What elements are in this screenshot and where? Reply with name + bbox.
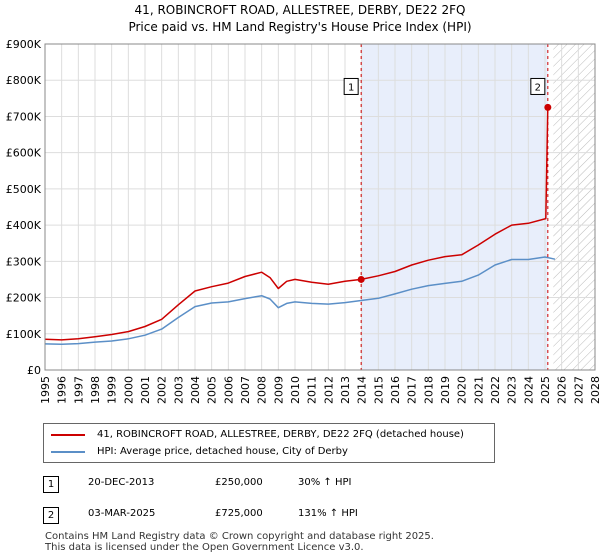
x-tick-label: 2023 [506, 376, 519, 404]
legend: 41, ROBINCROFT ROAD, ALLESTREE, DERBY, D… [43, 423, 495, 463]
sale-point [544, 103, 552, 111]
transaction-delta: 30% ↑ HPI [298, 477, 352, 488]
property-price-line [44, 107, 549, 341]
x-tick-label: 2009 [272, 376, 285, 404]
x-tick-label: 2019 [439, 376, 452, 404]
transaction-badge: 2 [43, 507, 59, 524]
y-tick-label: £300K [6, 255, 42, 268]
x-tick-label: 2007 [239, 376, 252, 404]
y-tick-label: £700K [6, 110, 42, 123]
chart-title-line-2: Price paid vs. HM Land Registry's House … [128, 20, 472, 34]
x-tick-label: 2001 [139, 376, 152, 404]
x-tick-label: 2005 [206, 376, 219, 404]
x-tick-label: 2010 [289, 376, 302, 404]
x-tick-label: 2011 [306, 376, 319, 404]
y-tick-label: £800K [6, 74, 42, 87]
x-tick-label: 2014 [356, 376, 369, 404]
x-tick-label: 1999 [106, 376, 119, 404]
legend-swatch-property [51, 434, 85, 436]
x-tick-label: 2008 [256, 376, 269, 404]
x-tick-label: 2004 [189, 376, 202, 404]
x-tick-label: 2025 [539, 376, 552, 404]
forecast-hatch [553, 44, 595, 370]
legend-swatch-hpi [51, 451, 85, 453]
x-tick-label: 1995 [39, 376, 52, 404]
x-tick-label: 2002 [156, 376, 169, 404]
transaction-date: 03-MAR-2025 [88, 508, 156, 519]
price-chart: 1 2 £0 £100K £200K £300K £400K £500K £600K £700K… [6, 38, 600, 404]
sale-label: 1 [348, 82, 354, 93]
x-tick-label: 2003 [172, 376, 185, 404]
x-tick-label: 2028 [589, 376, 600, 404]
y-tick-label: £200K [6, 292, 42, 305]
x-tick-label: 2024 [522, 376, 535, 404]
transaction-date: 20-DEC-2013 [88, 477, 155, 488]
plot-frame [44, 43, 596, 371]
footer-licence: This data is licensed under the Open Gov… [45, 542, 364, 553]
x-tick-label: 2020 [456, 376, 469, 404]
footer-copyright: Contains HM Land Registry data © Crown c… [45, 531, 434, 542]
transaction-badge: 1 [43, 476, 59, 493]
legend-label-property: 41, ROBINCROFT ROAD, ALLESTREE, DERBY, D… [97, 429, 464, 440]
x-tick-label: 2012 [322, 376, 335, 404]
x-tick-label: 2006 [222, 376, 235, 404]
hpi-line [44, 256, 556, 346]
x-tick-label: 2016 [389, 376, 402, 404]
chart-title-line-1: 41, ROBINCROFT ROAD, ALLESTREE, DERBY, D… [134, 3, 466, 17]
x-tick-label: 2015 [372, 376, 385, 404]
sale-point [357, 275, 365, 283]
y-tick-label: £400K [6, 219, 42, 232]
y-tick-label: £100K [6, 328, 42, 341]
x-tick-label: 2013 [339, 376, 352, 404]
sale-label: 2 [535, 82, 541, 93]
y-tick-label: £600K [6, 147, 42, 160]
x-tick-label: 2018 [422, 376, 435, 404]
y-tick-label: £500K [6, 183, 42, 196]
x-tick-label: 1998 [89, 376, 102, 404]
sale-label-box [530, 77, 546, 95]
x-tick-label: 2022 [489, 376, 502, 404]
highlight-span [361, 44, 548, 370]
transaction-delta: 131% ↑ HPI [298, 508, 358, 519]
y-tick-label: £900K [6, 38, 42, 51]
x-tick-label: 1996 [56, 376, 69, 404]
transaction-price: £725,000 [215, 508, 263, 519]
x-tick-label: 2021 [472, 376, 485, 404]
x-tick-label: 2017 [406, 376, 419, 404]
x-tick-label: 1997 [72, 376, 85, 404]
legend-label-hpi: HPI: Average price, detached house, City… [97, 446, 348, 457]
transaction-price: £250,000 [215, 477, 263, 488]
x-tick-label: 2026 [556, 376, 569, 404]
x-tick-label: 2000 [122, 376, 135, 404]
y-tick-label: £0 [27, 364, 41, 377]
x-tick-label: 2027 [572, 376, 585, 404]
sale-label-box [343, 77, 359, 95]
